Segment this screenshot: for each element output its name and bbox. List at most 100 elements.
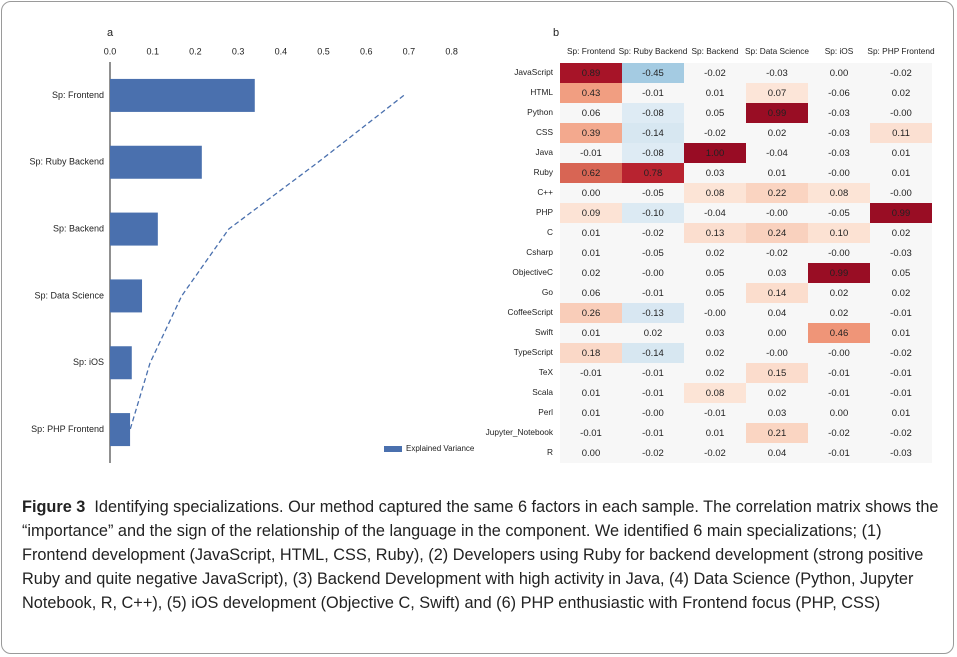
cell-label: 0.02: [892, 288, 911, 299]
heatmap-cell: [622, 383, 684, 403]
heatmap-cell: [684, 343, 746, 363]
row-label: R: [547, 447, 553, 457]
bar: [110, 346, 132, 380]
heatmap-cell: [808, 383, 870, 403]
cell-label: 0.09: [582, 208, 601, 219]
line: [129, 94, 405, 430]
heatmap-cell: [870, 123, 932, 143]
heatmap-cell: [808, 323, 870, 343]
cell-label: 0.03: [768, 408, 787, 419]
cell-label: -0.02: [890, 428, 912, 439]
heatmap-cell: [808, 363, 870, 383]
heatmap-cell: [870, 223, 932, 243]
cell-label: 1.00: [706, 148, 725, 159]
cell-label: -0.01: [580, 428, 602, 439]
cell-label: 0.04: [768, 448, 787, 459]
cell-label: -0.02: [704, 128, 726, 139]
bar: [110, 78, 255, 112]
cell-label: -0.14: [642, 348, 664, 359]
heatmap-cell: [746, 123, 808, 143]
heatmap-cell: [746, 303, 808, 323]
bar: [110, 145, 202, 179]
x-tick-label: 0.8: [445, 46, 458, 56]
heatmap-cell: [622, 363, 684, 383]
cell-label: 0.89: [582, 68, 601, 79]
row-label: HTML: [530, 87, 553, 97]
cell-label: 0.05: [706, 268, 725, 279]
cell-label: -0.00: [890, 188, 912, 199]
heatmap-cell: [622, 263, 684, 283]
caption-text: Identifying specializations. Our method …: [22, 498, 939, 612]
cell-label: -0.02: [766, 248, 788, 259]
heatmap-cell: [560, 363, 622, 383]
heatmap-cell: [622, 343, 684, 363]
heatmap-cell: [684, 223, 746, 243]
heatmap-cell: [870, 183, 932, 203]
heatmap-cell: [808, 103, 870, 123]
cell-label: 0.06: [582, 288, 601, 299]
heatmap-cell: [560, 383, 622, 403]
heatmap-cell: [746, 63, 808, 83]
heatmap-cell: [808, 183, 870, 203]
heatmap-cell: [684, 203, 746, 223]
heatmap-cell: [560, 423, 622, 443]
figure: a 0.0 0.1 0.2 0.3 0.4 0.5 0.6 0.7 0.8 Sp: Frontend…: [29, 27, 935, 463]
row-label: Java: [535, 147, 553, 157]
row-label: CoffeeScript: [507, 307, 553, 317]
heatmap-cell: [870, 263, 932, 283]
heatmap-cell: [746, 223, 808, 243]
row-label: JavaScript: [514, 67, 553, 77]
heatmap-cell: [622, 223, 684, 243]
heatmap-cell: [684, 383, 746, 403]
heatmap-cell: [560, 183, 622, 203]
column-label: Sp: Backend: [691, 46, 738, 56]
heatmap-cell: [560, 323, 622, 343]
heatmap-cell: [870, 403, 932, 423]
cell-label: 0.62: [582, 168, 601, 179]
heatmap-cell: [746, 283, 808, 303]
heatmap-cell: [808, 303, 870, 323]
heatmap-cell: [684, 183, 746, 203]
y-tick-label: Sp: Ruby Backend: [29, 157, 104, 167]
cell-label: 0.02: [768, 388, 787, 399]
heatmap-cell: [808, 203, 870, 223]
cell-label: -0.01: [642, 88, 664, 99]
heatmap-cell: [684, 423, 746, 443]
cell-label: 0.03: [768, 268, 787, 279]
cell-label: -0.02: [890, 348, 912, 359]
y-tick-label: Sp: iOS: [73, 357, 104, 367]
cell-label: 0.05: [706, 288, 725, 299]
heatmap-cell: [746, 363, 808, 383]
cell-label: -0.00: [766, 208, 788, 219]
heatmap-cell: [870, 83, 932, 103]
heatmap-cell: [560, 163, 622, 183]
y-tick-label: Sp: Frontend: [52, 90, 104, 100]
cell-label: -0.10: [642, 208, 664, 219]
cell-label: -0.03: [828, 128, 850, 139]
cell-label: -0.00: [642, 408, 664, 419]
heatmap-cell: [808, 83, 870, 103]
cell-label: 0.02: [768, 128, 787, 139]
cell-label: -0.01: [890, 368, 912, 379]
bar: [110, 279, 143, 313]
cell-label: 0.02: [644, 328, 663, 339]
cell-label: -0.01: [580, 368, 602, 379]
cell-label: 0.00: [582, 448, 601, 459]
heatmap-cell: [808, 403, 870, 423]
heatmap-cell: [808, 443, 870, 463]
row-label: Jupyter_Notebook: [486, 427, 554, 437]
cell-label: -0.04: [766, 148, 788, 159]
cell-label: 0.43: [582, 88, 601, 99]
cell-label: 0.08: [830, 188, 849, 199]
heatmap-cell: [746, 263, 808, 283]
cell-label: 0.05: [892, 268, 911, 279]
cell-label: 0.13: [706, 228, 725, 239]
heatmap-cell: [560, 263, 622, 283]
y-tick-label: Sp: PHP Frontend: [31, 424, 104, 434]
cell-label: -0.08: [642, 108, 664, 119]
cell-label: 0.00: [830, 408, 849, 419]
cell-label: 0.02: [706, 348, 725, 359]
column-label: Sp: Frontend: [567, 46, 615, 56]
cell-label: -0.01: [890, 388, 912, 399]
